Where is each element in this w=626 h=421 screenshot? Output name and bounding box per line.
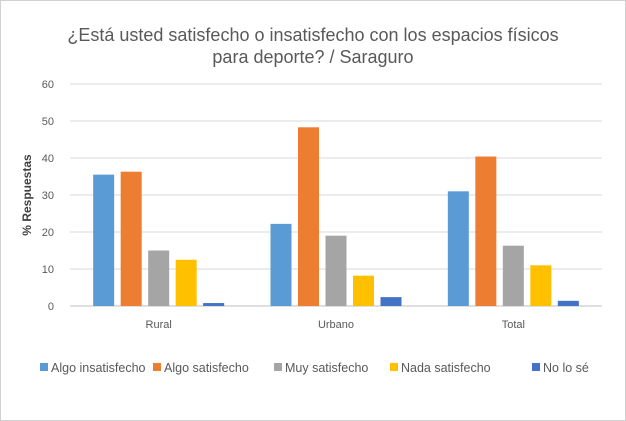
legend-label: Algo insatisfecho	[51, 361, 146, 375]
legend-swatch	[40, 363, 48, 371]
y-tick-label: 40	[42, 153, 54, 165]
legend: Algo insatisfecho Algo satisfecho Muy sati…	[40, 361, 589, 375]
bar	[557, 300, 579, 306]
y-tick-label: 10	[42, 264, 54, 276]
y-tick-label: 0	[48, 301, 54, 313]
legend-swatch	[390, 363, 398, 371]
bar	[502, 245, 524, 306]
x-tick-label: Rural	[146, 319, 172, 331]
bar	[530, 265, 552, 306]
legend-label: No lo sé	[543, 361, 589, 375]
legend-swatch	[532, 363, 540, 371]
chart-title-line-2: para deporte? / Saraguro	[212, 47, 414, 67]
y-axis-label: % Respuestas	[20, 154, 34, 236]
bar	[148, 250, 170, 306]
chart-title: ¿Está usted satisfecho o insatisfecho co…	[0, 24, 626, 68]
x-tick-label: Urbano	[318, 319, 354, 331]
chart-title-line-1: ¿Está usted satisfecho o insatisfecho co…	[67, 25, 559, 45]
y-tick-label: 30	[42, 190, 54, 202]
bar	[203, 303, 225, 306]
legend-label: Algo satisfecho	[164, 361, 249, 375]
bar	[325, 235, 347, 306]
bar	[93, 174, 115, 306]
bar	[380, 297, 402, 306]
x-tick-label: Total	[502, 319, 525, 331]
bars	[93, 127, 579, 306]
y-tick-label: 20	[42, 227, 54, 239]
bar	[447, 191, 469, 306]
legend-swatch	[274, 363, 282, 371]
bar	[353, 275, 374, 306]
bar	[120, 171, 142, 306]
x-tick-labels: Rural Urbano Total	[146, 319, 525, 331]
bar	[475, 156, 497, 306]
y-tick-label: 50	[42, 116, 54, 128]
bar	[298, 127, 319, 306]
legend-label: Nada satisfecho	[401, 361, 491, 375]
bar	[270, 223, 292, 306]
legend-label: Muy satisfecho	[285, 361, 368, 375]
y-tick-label: 60	[42, 79, 54, 91]
bar	[175, 259, 197, 306]
legend-swatch	[153, 363, 161, 371]
y-tick-labels: 0 10 20 30 40 50 60	[42, 79, 54, 313]
